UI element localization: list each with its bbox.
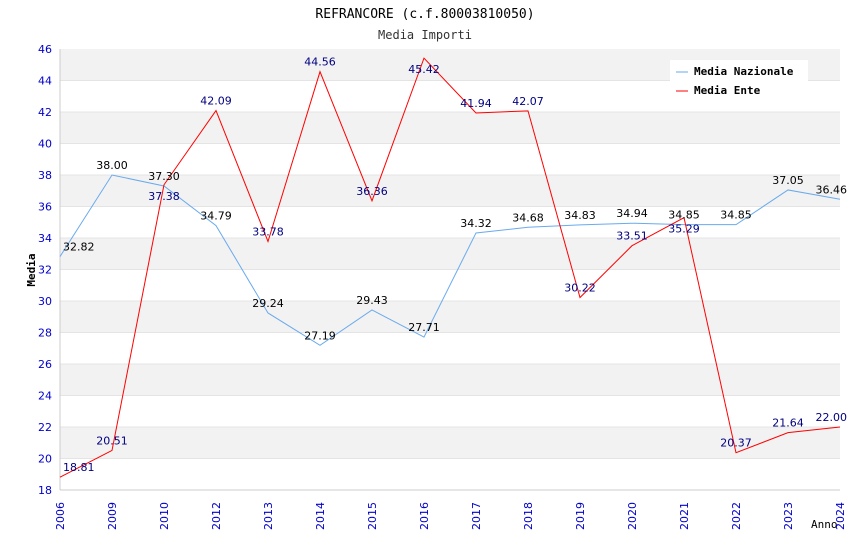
x-tick-label: 2019 [574,502,587,530]
data-label-ente: 30.22 [564,282,596,295]
chart-subtitle: Media Importi [378,28,472,42]
x-tick-label: 2020 [626,502,639,530]
grid-band [60,458,840,490]
data-label-ente: 21.64 [772,417,804,430]
x-tick-label: 2010 [158,502,171,530]
x-tick-label: 2022 [730,502,743,530]
data-label-ente: 42.09 [200,95,232,108]
y-tick-label: 46 [38,43,52,56]
grid-band [60,206,840,238]
data-label-nazionale: 34.79 [200,210,232,223]
x-tick-label: 2018 [522,502,535,530]
y-tick-label: 18 [38,484,52,497]
x-tick-label: 2024 [834,502,847,530]
legend-label-ente: Media Ente [694,84,761,97]
y-tick-label: 20 [38,453,52,466]
data-label-nazionale: 34.32 [460,217,492,230]
grid-band [60,427,840,459]
y-tick-label: 34 [38,232,52,245]
data-label-nazionale: 27.19 [304,329,336,342]
y-tick-label: 38 [38,169,52,182]
data-label-ente: 20.37 [720,437,752,450]
x-tick-label: 2023 [782,502,795,530]
data-label-ente: 42.07 [512,95,544,108]
data-label-nazionale: 32.82 [63,241,95,254]
grid-band [60,143,840,175]
x-tick-label: 2015 [366,502,379,530]
data-label-ente: 41.94 [460,97,492,110]
y-tick-label: 44 [38,75,52,88]
grid-band [60,395,840,427]
data-label-nazionale: 34.68 [512,211,544,224]
data-label-nazionale: 37.30 [148,170,180,183]
legend-box [670,60,808,102]
data-label-nazionale: 36.46 [816,183,848,196]
data-label-ente: 45.42 [408,63,440,76]
y-axis-label: Media [25,253,38,286]
y-tick-label: 40 [38,138,52,151]
grid-band [60,112,840,144]
grid-band [60,301,840,333]
chart-title: REFRANCORE (c.f.80003810050) [315,7,534,22]
data-label-nazionale: 34.83 [564,209,596,222]
x-tick-label: 2016 [418,502,431,530]
x-tick-label: 2009 [106,502,119,530]
x-tick-label: 2021 [678,502,691,530]
data-label-ente: 35.29 [668,223,700,236]
data-label-ente: 36.36 [356,185,388,198]
y-tick-label: 22 [38,421,52,434]
data-label-nazionale: 37.05 [772,174,804,187]
y-tick-label: 30 [38,295,52,308]
x-tick-label: 2006 [54,502,67,530]
data-label-nazionale: 27.71 [408,321,440,334]
grid-band [60,175,840,207]
data-label-nazionale: 38.00 [96,159,128,172]
data-label-ente: 18.81 [63,461,95,474]
y-tick-label: 42 [38,106,52,119]
grid-band [60,364,840,396]
data-label-ente: 44.56 [304,56,336,69]
data-label-ente: 20.51 [96,434,128,447]
x-tick-label: 2012 [210,502,223,530]
data-label-ente: 37.38 [148,190,180,203]
grid-band [60,238,840,270]
data-label-ente: 33.78 [252,225,284,238]
x-tick-label: 2013 [262,502,275,530]
data-label-ente: 22.00 [816,411,848,424]
x-tick-label: 2017 [470,502,483,530]
y-tick-label: 36 [38,201,52,214]
data-label-ente: 33.51 [616,230,648,243]
y-tick-label: 26 [38,358,52,371]
x-tick-label: 2014 [314,502,327,530]
legend: Media Nazionale Media Ente [670,60,808,102]
data-label-nazionale: 34.94 [616,207,648,220]
data-label-nazionale: 34.85 [668,209,700,222]
y-tick-label: 24 [38,390,52,403]
grid-band [60,332,840,364]
x-axis-label: Anno [811,518,838,531]
legend-label-nazionale: Media Nazionale [694,65,794,78]
y-tick-label: 32 [38,264,52,277]
data-label-nazionale: 34.85 [720,209,752,222]
series-line-ente [59,57,841,478]
data-label-nazionale: 29.43 [356,294,388,307]
data-label-nazionale: 29.24 [252,297,284,310]
series-line-nazionale [59,174,841,346]
y-tick-label: 28 [38,327,52,340]
